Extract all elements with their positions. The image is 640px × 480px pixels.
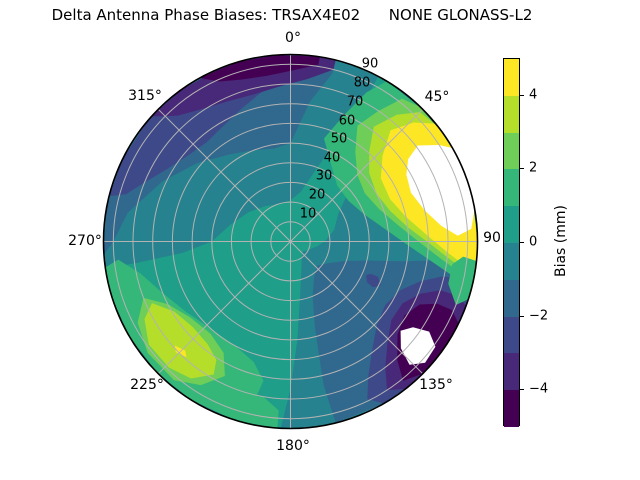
colorbar-tickmark <box>520 316 524 317</box>
polar-axes-outline <box>102 53 479 430</box>
colorbar-tick-neg2: −2 <box>529 308 549 324</box>
contour-band <box>104 55 336 255</box>
colorbar-band <box>504 169 519 207</box>
theta-gridline <box>157 241 291 375</box>
colorbar-axis-label: Bias (mm) <box>553 204 569 278</box>
r-label-60: 60 <box>338 113 356 129</box>
r-label-70: 70 <box>346 94 364 110</box>
colorbar-tick-2: 2 <box>529 160 538 176</box>
colorbar-band <box>504 206 519 243</box>
theta-label-0: 0° <box>285 30 301 46</box>
theta-gridline <box>290 108 424 242</box>
colorbar-band <box>504 95 519 133</box>
theta-gridline <box>290 241 424 375</box>
colorbar-tickmark <box>520 242 524 243</box>
theta-label-135: 135° <box>419 377 453 393</box>
colorbar-band <box>504 353 519 391</box>
colorbar-tickmark <box>520 168 524 169</box>
colorbar-tickmark <box>520 95 524 96</box>
theta-gridline <box>157 108 291 242</box>
theta-label-270: 270° <box>68 233 102 249</box>
colorbar-tickmark <box>520 389 524 390</box>
r-label-20: 20 <box>308 187 326 203</box>
r-label-90: 90 <box>361 56 379 72</box>
theta-label-315: 315° <box>128 88 162 104</box>
colorbar-band <box>504 390 519 427</box>
colorbar-tick-4: 4 <box>529 87 538 103</box>
theta-label-90: 90 <box>483 230 501 246</box>
r-label-10: 10 <box>299 206 317 222</box>
colorbar <box>503 58 520 427</box>
colorbar-band <box>504 59 519 96</box>
r-label-30: 30 <box>315 168 333 184</box>
theta-label-225: 225° <box>130 377 164 393</box>
colorbar-tick-0: 0 <box>529 234 538 250</box>
chart-title: Delta Antenna Phase Biases: TRSAX4E02 NO… <box>51 6 533 24</box>
no-data-region <box>406 145 475 236</box>
colorbar-band <box>504 316 519 354</box>
colorbar-tick-neg4: −4 <box>529 381 549 397</box>
theta-label-45: 45° <box>424 89 450 105</box>
r-label-50: 50 <box>330 131 348 147</box>
colorbar-band <box>504 279 519 317</box>
contour-band <box>366 273 381 288</box>
r-label-40: 40 <box>323 150 341 166</box>
contour-band <box>144 303 217 379</box>
colorbar-band <box>504 132 519 170</box>
r-label-80: 80 <box>353 75 371 91</box>
polar-gridlines <box>103 54 478 429</box>
theta-label-180: 180° <box>276 438 310 454</box>
contour-band <box>448 256 477 305</box>
colorbar-band <box>504 242 519 280</box>
